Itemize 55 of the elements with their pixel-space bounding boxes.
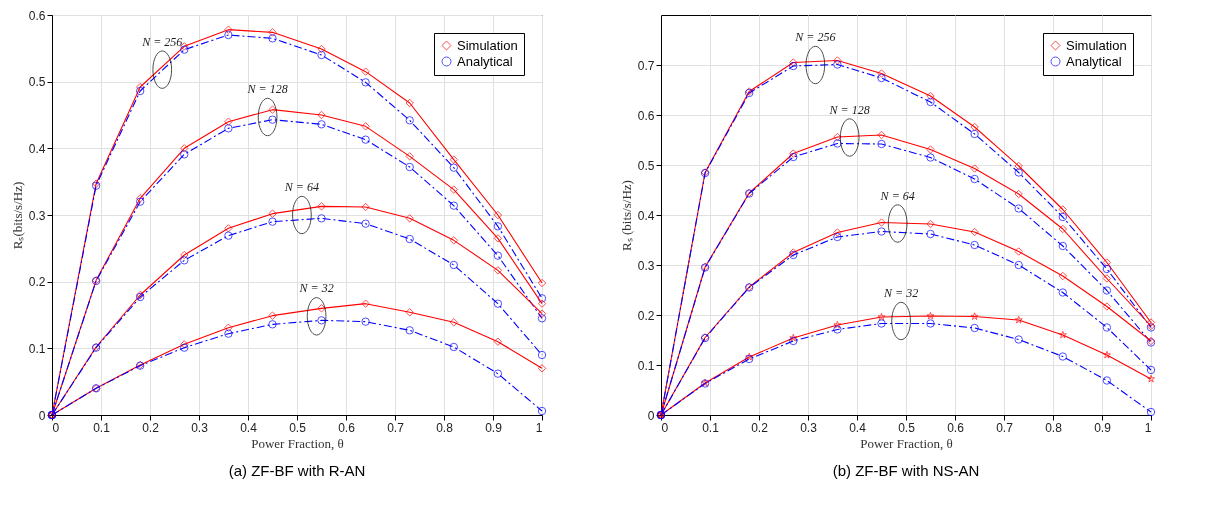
y-tick-label: 0.2 xyxy=(637,308,655,323)
x-tick-label: 0.4 xyxy=(240,420,258,435)
annotation: N = 128 xyxy=(828,102,870,117)
legend-label: Analytical xyxy=(457,53,513,69)
y-axis-title: Rₛ(bits/s/Hz) xyxy=(9,181,25,250)
x-tick-label: 0.5 xyxy=(898,420,916,435)
legend-label: Simulation xyxy=(1066,37,1127,53)
x-tick-label: 0.1 xyxy=(702,420,720,435)
x-tick-label: 0.7 xyxy=(996,420,1014,435)
annotation: N = 64 xyxy=(283,180,319,194)
y-tick-label: 0.7 xyxy=(637,58,655,73)
text: (b) ZF-BF with NS-AN xyxy=(832,462,980,479)
x-tick-label: 0.9 xyxy=(1094,420,1112,435)
y-tick-label: 0.4 xyxy=(28,141,46,156)
y-tick-label: 0 xyxy=(38,408,46,423)
x-tick-label: 0.5 xyxy=(289,420,307,435)
y-tick-label: 0.3 xyxy=(28,208,46,223)
x-tick-label: 1 xyxy=(1144,420,1152,435)
y-tick-label: 0.4 xyxy=(637,208,655,223)
x-tick-label: 0.6 xyxy=(338,420,356,435)
x-tick-label: 0 xyxy=(661,420,669,435)
x-tick-label: 0.9 xyxy=(485,420,503,435)
y-tick-label: 0 xyxy=(647,408,655,423)
annotation: N = 256 xyxy=(141,34,183,49)
y-tick-label: 0.3 xyxy=(637,258,655,273)
x-tick-label: 0 xyxy=(52,420,60,435)
x-tick-label: 0.7 xyxy=(387,420,405,435)
y-tick-label: 0.1 xyxy=(637,358,655,373)
legend-label: Analytical xyxy=(1066,53,1122,69)
annotation: N = 128 xyxy=(246,82,288,96)
annotation: N = 64 xyxy=(879,188,915,203)
x-tick-label: 1 xyxy=(535,420,543,435)
x-tick-label: 0.1 xyxy=(93,420,111,435)
y-tick-label: 0.2 xyxy=(28,275,46,290)
x-tick-label: 0.2 xyxy=(142,420,160,435)
x-tick-label: 0.4 xyxy=(849,420,867,435)
annotation: N = 32 xyxy=(298,281,334,296)
x-tick-label: 0.8 xyxy=(436,420,454,435)
y-tick-label: 0.5 xyxy=(637,158,655,173)
annotation: N = 256 xyxy=(794,30,836,44)
x-tick-label: 0.3 xyxy=(800,420,818,435)
x-tick-label: 0.8 xyxy=(1045,420,1063,435)
text: (a) ZF-BF with R-AN xyxy=(228,462,366,479)
x-tick-label: 0.3 xyxy=(191,420,209,435)
y-tick-label: 0.5 xyxy=(28,75,46,90)
y-tick-label: 0.6 xyxy=(637,108,655,123)
annotation: N = 32 xyxy=(883,286,919,300)
y-tick-label: 0.6 xyxy=(28,8,46,23)
x-tick-label: 0.6 xyxy=(947,420,965,435)
x-tick-label: 0.2 xyxy=(751,420,769,435)
y-tick-label: 0.1 xyxy=(28,341,46,356)
x-axis-title: Power Fraction, θ xyxy=(860,435,953,451)
x-axis-title: Power Fraction, θ xyxy=(251,435,344,451)
legend-label: Simulation xyxy=(457,37,518,53)
y-axis-title: Rₛ (bits/s/Hz) xyxy=(618,180,634,251)
